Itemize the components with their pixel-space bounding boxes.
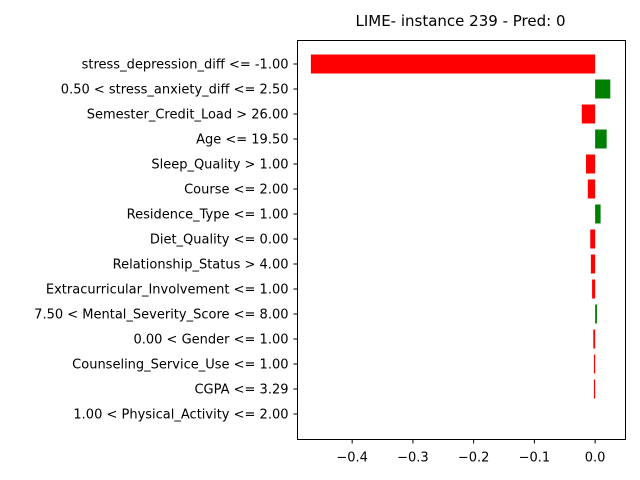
plot-frame [297,40,626,440]
x-tick-labels: −0.4 −0.3 −0.2 −0.1 0.0 [336,451,605,466]
x-tick-label-1: −0.3 [397,451,429,466]
y-tick-label-3: Age <= 19.50 [196,133,288,148]
y-tick-marks [293,63,298,415]
x-tick-label-0: −0.4 [336,451,368,466]
y-tick-label-4: Sleep_Quality > 1.00 [151,158,288,173]
bar-5 [587,179,596,199]
x-tick-label-3: −0.1 [519,451,551,466]
bar-0 [310,54,596,74]
bar-8 [590,254,596,274]
bar-2 [581,104,596,124]
y-tick-label-0: stress_depression_diff <= -1.00 [82,58,289,73]
y-tick-label-14: 1.00 < Physical_Activity <= 2.00 [73,408,288,423]
y-tick-label-6: Residence_Type <= 1.00 [127,208,289,223]
bar-12 [593,354,596,374]
bar-11 [593,329,596,349]
y-tick-label-10: 7.50 < Mental_Severity_Score <= 8.00 [34,308,288,323]
bar-1 [595,79,611,99]
bar-10 [595,304,597,324]
y-tick-label-9: Extracurricular_Involvement <= 1.00 [46,283,289,298]
bar-4 [586,154,596,174]
x-tick-label-4: 0.0 [585,451,606,466]
y-tick-label-11: 0.00 < Gender <= 1.00 [133,333,288,348]
y-tick-label-1: 0.50 < stress_anxiety_diff <= 2.50 [61,83,289,98]
y-tick-label-5: Course <= 2.00 [184,183,288,198]
bar-9 [592,279,596,299]
y-tick-label-7: Diet_Quality <= 0.00 [150,233,289,248]
bars-group [310,54,611,399]
bar-13 [593,379,596,399]
y-tick-labels: stress_depression_diff <= -1.00 0.50 < st… [34,58,288,423]
chart-title: LIME- instance 239 - Pred: 0 [355,12,565,30]
x-tick-marks [351,439,596,444]
y-tick-label-12: Counseling_Service_Use <= 1.00 [72,358,288,373]
y-tick-label-8: Relationship_Status > 4.00 [113,258,289,273]
y-tick-label-13: CGPA <= 3.29 [194,383,288,398]
bar-3 [595,129,607,149]
x-tick-label-2: −0.2 [458,451,490,466]
bar-7 [590,229,596,249]
y-tick-label-2: Semester_Credit_Load > 26.00 [87,108,289,123]
bar-6 [595,204,601,224]
